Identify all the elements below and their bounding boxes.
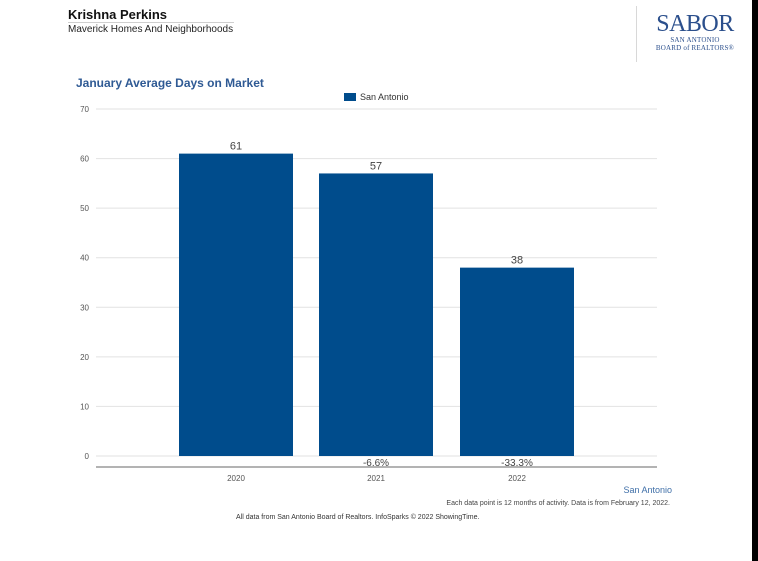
logo-wordmark: SABOR xyxy=(656,11,734,37)
percent-change-label: -33.3% xyxy=(501,458,533,469)
window-edge xyxy=(752,0,758,561)
y-tick-label: 60 xyxy=(80,155,89,164)
y-tick-label: 0 xyxy=(85,452,90,461)
y-tick-label: 30 xyxy=(80,303,89,312)
x-tick-label: 2021 xyxy=(367,474,385,483)
footer-region-label: San Antonio xyxy=(623,485,672,495)
bar xyxy=(460,267,574,456)
y-tick-label: 20 xyxy=(80,353,89,362)
sabor-logo: SABOR SAN ANTONIO BOARD of REALTORS® xyxy=(650,12,740,52)
logo-divider xyxy=(636,6,637,62)
logo-line-2: BOARD of REALTORS® xyxy=(655,44,735,52)
footer-source: All data from San Antonio Board of Realt… xyxy=(236,514,480,521)
percent-change-label: -6.6% xyxy=(363,458,389,469)
y-tick-label: 70 xyxy=(80,105,89,114)
bar-value-label: 38 xyxy=(511,255,523,267)
y-tick-label: 40 xyxy=(80,254,89,263)
agent-company: Maverick Homes And Neighborhoods xyxy=(68,24,234,35)
y-tick-label: 10 xyxy=(80,402,89,411)
footer-note: Each data point is 12 months of activity… xyxy=(446,500,670,507)
chart-legend[interactable]: San Antonio xyxy=(344,92,409,102)
x-tick-label: 2020 xyxy=(227,474,245,483)
header-rule xyxy=(68,22,234,23)
x-tick-label: 2022 xyxy=(508,474,526,483)
bar xyxy=(319,173,433,456)
y-tick-label: 50 xyxy=(80,204,89,213)
legend-swatch xyxy=(344,93,356,101)
chart-title: January Average Days on Market xyxy=(76,76,264,90)
logo-line-1: SAN ANTONIO xyxy=(670,36,720,44)
bar-value-label: 57 xyxy=(370,160,382,172)
agent-name: Krishna Perkins xyxy=(68,7,167,22)
bar xyxy=(179,153,293,456)
legend-label: San Antonio xyxy=(360,92,409,102)
bar-value-label: 61 xyxy=(230,141,242,153)
